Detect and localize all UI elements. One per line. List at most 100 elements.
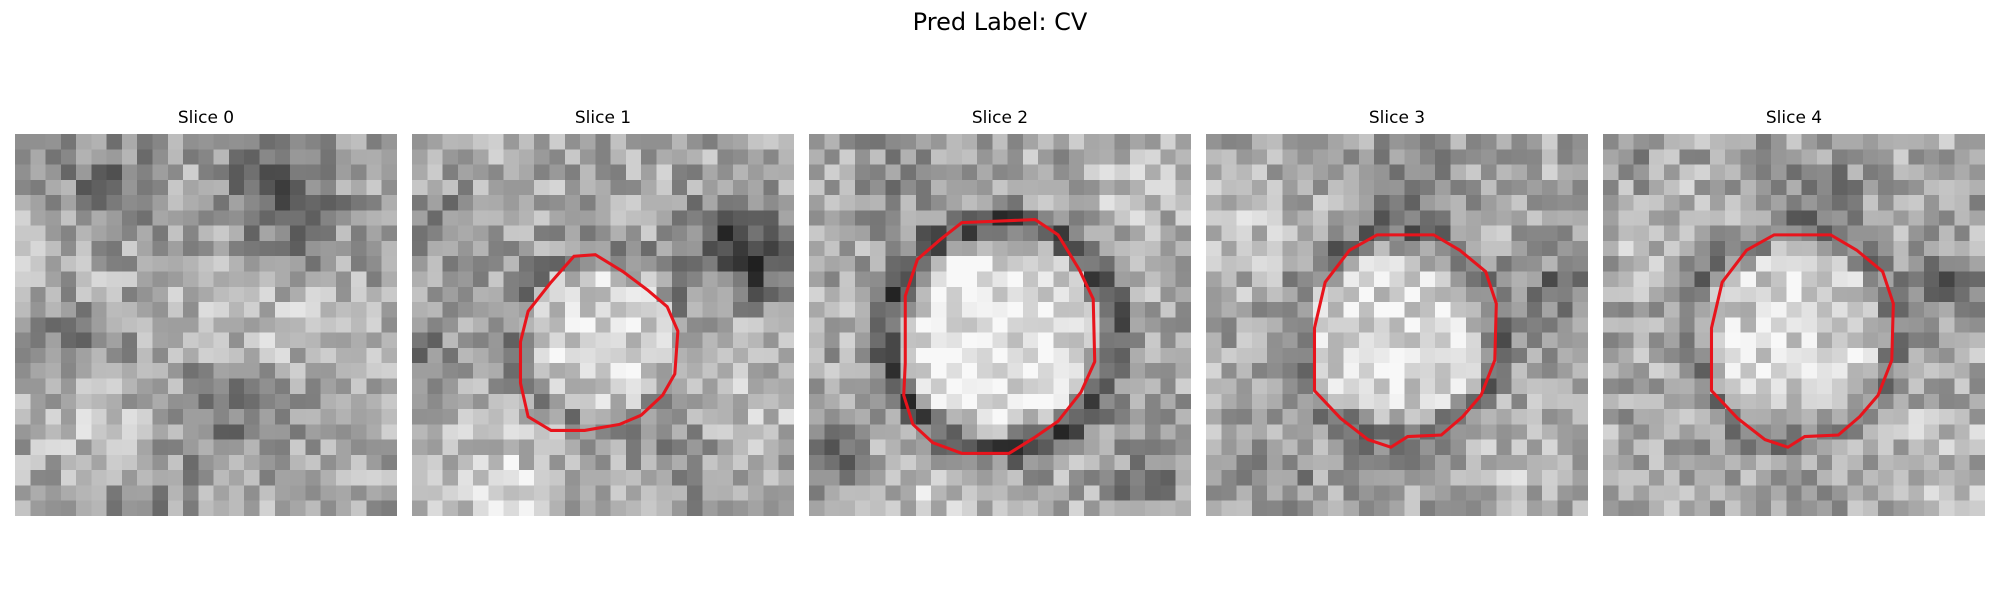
pixel: [1206, 485, 1222, 502]
pixel: [1175, 409, 1191, 425]
pixel: [60, 378, 77, 395]
pixel: [1206, 134, 1222, 150]
pixel: [610, 271, 627, 288]
pixel: [595, 225, 611, 242]
pixel: [305, 149, 321, 165]
pixel: [1786, 409, 1802, 425]
pixel: [76, 225, 92, 242]
pixel: [30, 317, 46, 333]
pixel: [580, 409, 596, 425]
pixel: [121, 332, 138, 349]
pixel: [91, 485, 107, 502]
pixel: [1450, 424, 1467, 440]
pixel: [1648, 286, 1665, 303]
pixel: [1343, 439, 1360, 456]
pixel: [1801, 317, 1818, 333]
pixel: [1557, 500, 1574, 516]
pixel: [183, 195, 199, 211]
pixel: [1786, 500, 1802, 516]
pixel: [1557, 302, 1574, 318]
pixel: [1908, 302, 1925, 318]
pixel: [412, 393, 428, 410]
pixel: [1496, 500, 1512, 516]
pixel: [228, 225, 245, 242]
pixel: [106, 195, 123, 211]
pixel: [259, 409, 276, 425]
pixel: [1893, 302, 1909, 318]
pixel: [76, 378, 92, 395]
pixel: [228, 485, 245, 502]
pixel: [1847, 256, 1864, 272]
pixel: [427, 363, 443, 379]
pixel: [412, 179, 428, 196]
pixel: [1755, 164, 1772, 181]
pixel: [748, 470, 764, 486]
pixel: [1511, 134, 1528, 150]
pixel: [152, 256, 169, 272]
pixel: [1038, 210, 1054, 226]
pixel: [1206, 363, 1222, 379]
pixel: [1878, 302, 1894, 318]
pixel: [518, 363, 535, 379]
pixel: [595, 210, 611, 226]
pixel: [1954, 393, 1971, 410]
pixel: [977, 393, 993, 410]
pixel: [1435, 134, 1451, 150]
pixel: [1389, 332, 1405, 349]
pixel: [1068, 500, 1085, 516]
pixel: [961, 134, 978, 150]
pixel: [1923, 393, 1940, 410]
pixel: [549, 240, 566, 257]
pixel: [748, 164, 764, 181]
pixel: [1435, 454, 1451, 471]
pixel: [351, 164, 367, 181]
pixel: [1343, 409, 1360, 425]
pixel: [198, 485, 214, 502]
pixel: [1251, 271, 1268, 288]
pixel: [625, 256, 642, 272]
pixel: [564, 149, 581, 165]
pixel: [1129, 454, 1146, 471]
pixel: [259, 256, 276, 272]
pixel: [366, 485, 383, 502]
pixel: [1099, 454, 1115, 471]
pixel: [1923, 470, 1940, 486]
pixel: [1572, 256, 1588, 272]
pixel: [1297, 470, 1314, 486]
pixel: [1603, 134, 1619, 150]
pixel: [1297, 210, 1314, 226]
pixel: [1557, 195, 1574, 211]
pixel: [1221, 179, 1237, 196]
pixel: [763, 470, 780, 486]
pixel: [549, 470, 566, 486]
pixel: [1603, 332, 1619, 349]
pixel: [1816, 286, 1833, 303]
pixel: [1648, 149, 1665, 165]
pixel: [1511, 439, 1528, 456]
pixel: [106, 332, 123, 349]
pixel: [427, 179, 443, 196]
pixel: [656, 500, 673, 516]
pixel: [1389, 470, 1405, 486]
pixel: [839, 409, 856, 425]
pixel: [1358, 409, 1375, 425]
pixel: [1465, 317, 1482, 333]
pixel: [1862, 210, 1879, 226]
pixel: [442, 500, 459, 516]
pixel: [732, 317, 749, 333]
pixel: [1145, 240, 1161, 257]
pixel: [1954, 195, 1971, 211]
pixel: [717, 195, 734, 211]
pixel: [121, 179, 138, 196]
pixel: [91, 225, 107, 242]
pixel: [1939, 454, 1955, 471]
pixel: [60, 454, 77, 471]
pixel: [1648, 500, 1665, 516]
pixel: [732, 409, 749, 425]
pixel: [1862, 240, 1879, 257]
pixel: [259, 470, 276, 486]
pixel: [977, 470, 993, 486]
pixel: [946, 485, 963, 502]
pixel: [1099, 256, 1115, 272]
pixel: [961, 302, 978, 318]
